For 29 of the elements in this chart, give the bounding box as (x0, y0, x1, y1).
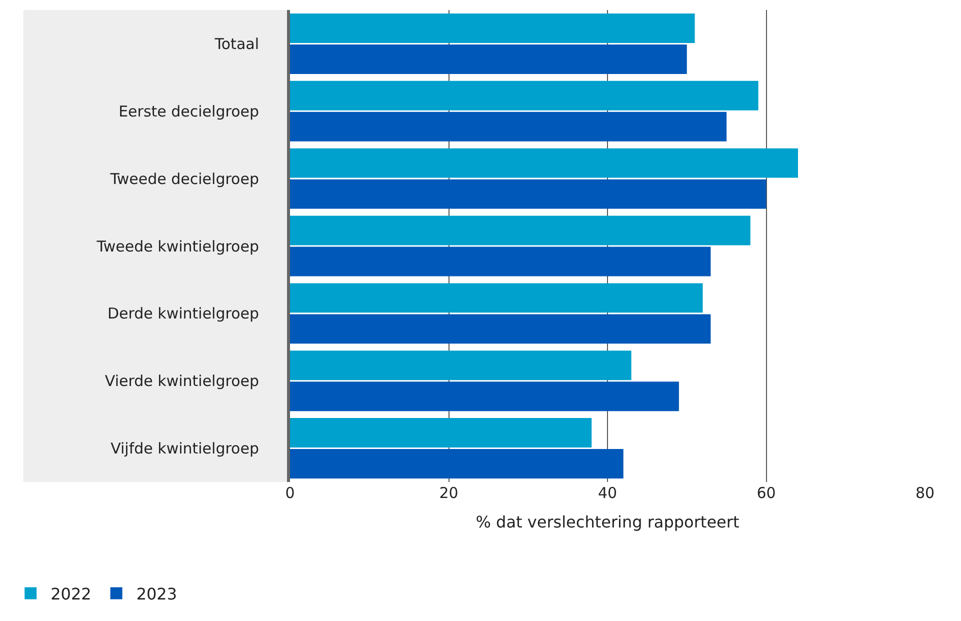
legend-label: 2023 (136, 584, 178, 604)
y-tick-label: Derde kwintielgroep (107, 304, 259, 323)
bar (290, 44, 687, 74)
legend-label: 2022 (50, 584, 92, 604)
y-tick-label: Tweede kwintielgroep (96, 237, 259, 256)
x-tick-label: 0 (285, 484, 295, 502)
bar (290, 350, 632, 380)
bar (290, 283, 703, 313)
x-tick-label: 20 (439, 484, 458, 502)
bar (290, 314, 711, 344)
bar (290, 13, 695, 43)
y-tick-label: Totaal (214, 34, 259, 53)
x-tick-label: 60 (756, 484, 776, 502)
y-tick-label: Vijfde kwintielgroep (110, 440, 259, 458)
x-axis-title: % dat verslechtering rapporteert (476, 512, 740, 532)
bar (290, 112, 727, 142)
bar (290, 449, 624, 479)
x-tick-label: 80 (915, 484, 935, 502)
bar (290, 179, 766, 209)
x-tick-label: 40 (598, 484, 618, 502)
y-tick-label: Eerste decielgroep (118, 102, 259, 120)
bar (290, 80, 758, 110)
bar (290, 148, 798, 178)
bar (290, 418, 592, 448)
y-tick-label: Tweede decielgroep (109, 170, 259, 188)
y-tick-label: Vierde kwintielgroep (104, 372, 259, 390)
bar (290, 246, 711, 276)
bar (290, 216, 750, 246)
bar (290, 382, 679, 412)
